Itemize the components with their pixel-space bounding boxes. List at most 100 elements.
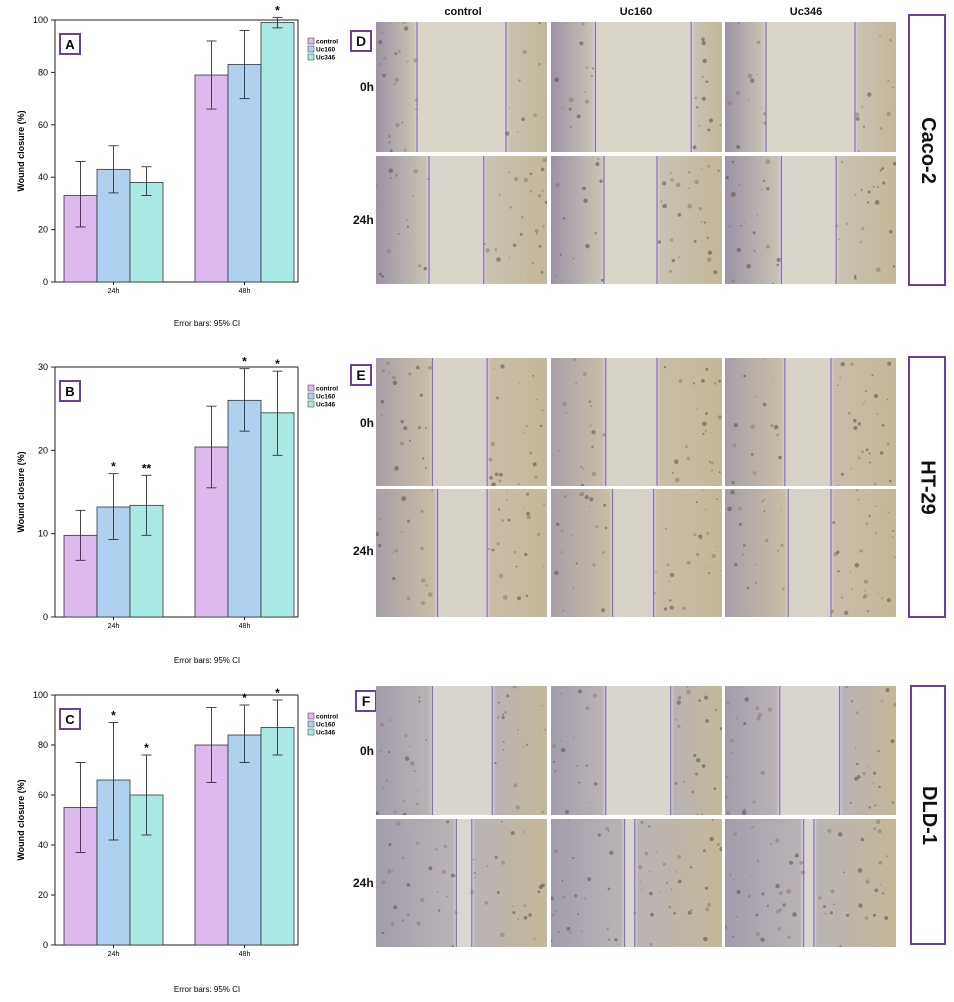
cell-line-label-ht29: HT-29 <box>916 459 939 515</box>
cell-particle <box>745 611 747 614</box>
cell-particle <box>542 225 545 228</box>
row-label-0h-f: 0h <box>360 744 375 758</box>
cell-particle <box>873 482 877 486</box>
cell-particle <box>562 609 565 612</box>
column-header-uc346: Uc346 <box>789 6 823 18</box>
cell-particle <box>668 905 672 909</box>
cell-particle <box>644 851 649 856</box>
cell-particle <box>885 855 889 858</box>
cell-particle <box>674 459 679 465</box>
cell-particle <box>688 187 690 190</box>
micrograph-texture <box>551 819 722 947</box>
cell-particle <box>588 399 592 404</box>
cell-particle <box>494 761 497 765</box>
cell-particle <box>879 451 884 455</box>
cell-particle <box>529 172 533 176</box>
cell-particle <box>689 866 693 869</box>
cell-particle <box>413 770 416 773</box>
cell-particle <box>585 99 589 104</box>
cell-particle <box>443 844 448 849</box>
cell-particle <box>694 96 698 100</box>
cell-particle <box>517 918 520 921</box>
cell-particle <box>491 483 496 486</box>
cell-particle <box>377 543 382 548</box>
cell-particle <box>591 430 596 435</box>
y-tick-label: 0 <box>43 940 48 950</box>
cell-particle <box>750 875 753 878</box>
cell-particle <box>772 381 774 383</box>
legend-swatch <box>307 384 315 392</box>
micrograph-dld-1-0h-control <box>376 686 547 815</box>
row-label-24h-d: 24h <box>353 213 374 227</box>
cell-particle <box>503 711 507 714</box>
y-tick-label: 60 <box>38 790 48 800</box>
legend-swatch <box>307 720 315 728</box>
significance-marker: * <box>242 691 247 705</box>
cell-particle <box>701 221 703 223</box>
cell-particle <box>733 492 736 495</box>
micrograph-texture <box>552 686 722 815</box>
cell-particle <box>750 825 754 829</box>
cell-particle <box>735 91 740 96</box>
cell-particle <box>392 380 398 386</box>
cell-particle <box>731 279 735 283</box>
cell-particle <box>696 106 699 109</box>
cell-particle <box>886 598 891 603</box>
cell-particle <box>888 229 893 234</box>
cell-particle <box>762 402 767 407</box>
cell-particle <box>544 200 547 205</box>
cell-particle <box>702 432 705 435</box>
cell-particle <box>757 859 759 862</box>
cell-particle <box>733 832 737 836</box>
cell-particle <box>725 795 728 799</box>
legend-label: control <box>316 714 338 721</box>
cell-particle <box>780 509 782 512</box>
cell-particle <box>746 586 750 590</box>
micrograph-texture <box>558 358 722 486</box>
cell-particle <box>738 506 742 511</box>
cell-particle <box>719 727 722 731</box>
cell-particle <box>490 441 495 447</box>
cell-particle <box>760 770 765 776</box>
cell-particle <box>406 596 411 601</box>
cell-particle <box>727 506 732 512</box>
cell-particle <box>501 860 505 865</box>
cell-particle <box>864 400 866 403</box>
cell-particle <box>388 141 391 144</box>
bar-uc346-48h <box>260 22 295 283</box>
cell-particle <box>510 831 515 836</box>
micrograph-dld-1-24h-uc346 <box>725 819 896 947</box>
cell-particle <box>552 744 556 748</box>
cell-particle <box>686 689 691 695</box>
cell-particle <box>519 232 523 236</box>
y-tick-label: 80 <box>38 67 48 77</box>
cell-particle <box>879 884 882 886</box>
cell-particle <box>503 595 508 600</box>
cell-particle <box>378 62 382 66</box>
cell-particle <box>853 425 858 430</box>
significance-marker: ** <box>142 461 152 475</box>
cell-particle <box>582 372 587 377</box>
cell-particle <box>601 278 604 282</box>
x-tick-label: 24h <box>108 288 120 295</box>
cell-particle <box>489 476 493 480</box>
cell-particle <box>707 903 711 907</box>
cell-particle <box>705 719 710 723</box>
cell-particle <box>678 256 681 259</box>
micrograph-ht-29-24h-uc346 <box>725 489 896 617</box>
cell-particle <box>845 222 849 225</box>
cell-particle <box>638 865 643 870</box>
cell-particle <box>600 608 606 613</box>
cell-particle <box>381 414 383 416</box>
cell-particle <box>860 188 863 192</box>
cell-particle <box>496 891 500 894</box>
cell-particle <box>655 570 657 573</box>
cell-particle <box>526 743 528 746</box>
cell-particle <box>392 375 396 380</box>
cell-particle <box>881 424 885 427</box>
cell-particle <box>892 86 894 89</box>
cell-particle <box>590 74 594 78</box>
x-tick-label: 24h <box>108 623 120 630</box>
cell-particle <box>441 869 446 874</box>
